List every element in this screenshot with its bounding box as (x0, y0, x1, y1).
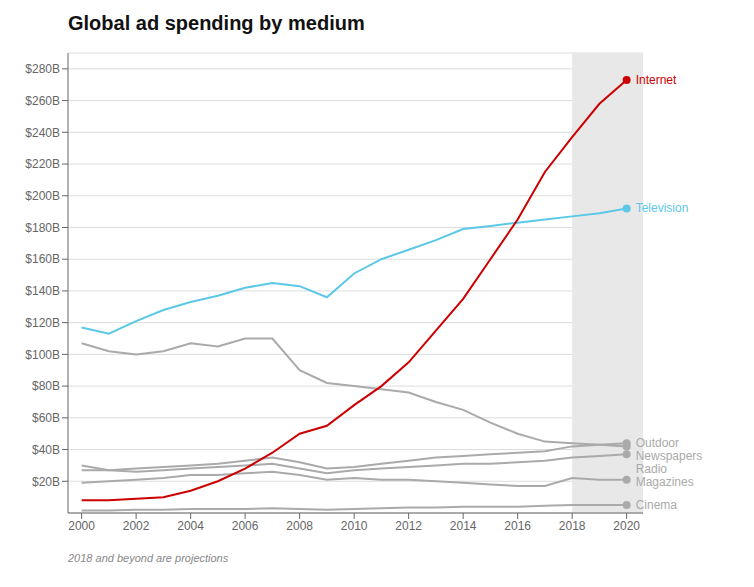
svg-text:$160B: $160B (25, 252, 60, 266)
svg-text:2018: 2018 (559, 519, 586, 533)
svg-text:2016: 2016 (504, 519, 531, 533)
svg-text:2000: 2000 (68, 519, 95, 533)
svg-text:2004: 2004 (177, 519, 204, 533)
svg-text:2006: 2006 (232, 519, 259, 533)
svg-text:Magazines: Magazines (636, 475, 694, 489)
svg-text:$180B: $180B (25, 221, 60, 235)
svg-text:$280B: $280B (25, 62, 60, 76)
svg-text:$240B: $240B (25, 126, 60, 140)
svg-text:$60B: $60B (32, 411, 60, 425)
html-text:2018 and beyond are projection: 2018 and beyond are projections (68, 552, 229, 564)
svg-text:$40B: $40B (32, 443, 60, 457)
svg-text:$80B: $80B (32, 379, 60, 393)
svg-text:Outdoor: Outdoor (636, 436, 679, 450)
svg-text:Radio: Radio (636, 462, 668, 476)
svg-text:Newspapers: Newspapers (636, 449, 703, 463)
svg-text:$100B: $100B (25, 348, 60, 362)
svg-text:2010: 2010 (341, 519, 368, 533)
svg-text:$20B: $20B (32, 475, 60, 489)
svg-text:2014: 2014 (450, 519, 477, 533)
svg-text:Cinema: Cinema (636, 498, 678, 512)
svg-text:$220B: $220B (25, 157, 60, 171)
svg-text:2002: 2002 (123, 519, 150, 533)
svg-text:Television: Television (636, 201, 689, 215)
svg-text:Internet: Internet (636, 73, 677, 87)
svg-text:2020: 2020 (613, 519, 640, 533)
svg-text:2012: 2012 (395, 519, 422, 533)
svg-text:$260B: $260B (25, 94, 60, 108)
svg-text:$140B: $140B (25, 284, 60, 298)
svg-text:$120B: $120B (25, 316, 60, 330)
html-text:Global ad spending by medium: Global ad spending by medium (68, 12, 365, 34)
svg-text:2008: 2008 (286, 519, 313, 533)
svg-text:$200B: $200B (25, 189, 60, 203)
